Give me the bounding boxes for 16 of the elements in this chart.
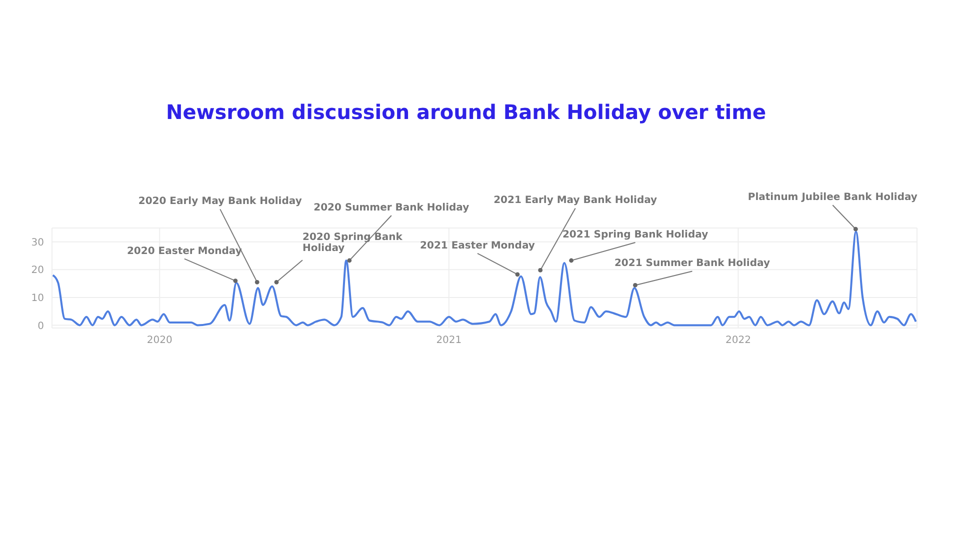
annotation: 2021 Easter Monday	[420, 240, 536, 252]
y-tick-label: 30	[31, 237, 44, 248]
annotation: 2020 Early May Bank Holiday	[138, 196, 302, 208]
x-tick-label: 2022	[725, 335, 751, 346]
x-tick-label: 2021	[436, 335, 462, 346]
chart-title: Newsroom discussion around Bank Holiday over time	[164, 100, 768, 124]
annotation: 2020 Summer Bank Holiday	[314, 202, 470, 214]
y-tick-label: 10	[31, 292, 44, 304]
annotation: 2021 Spring Bank Holiday	[562, 230, 709, 240]
y-tick-label: 0	[38, 320, 44, 332]
annotation: 2021 Summer Bank Holiday	[614, 258, 770, 270]
x-tick-label: 2020	[146, 335, 172, 346]
y-tick-label: 20	[31, 265, 44, 276]
annotation: 2021 Early May Bank Holiday	[494, 195, 658, 206]
annotation: Platinum Jubilee Bank Holiday	[748, 192, 918, 204]
annotation: 2020 Easter Monday	[126, 246, 242, 257]
